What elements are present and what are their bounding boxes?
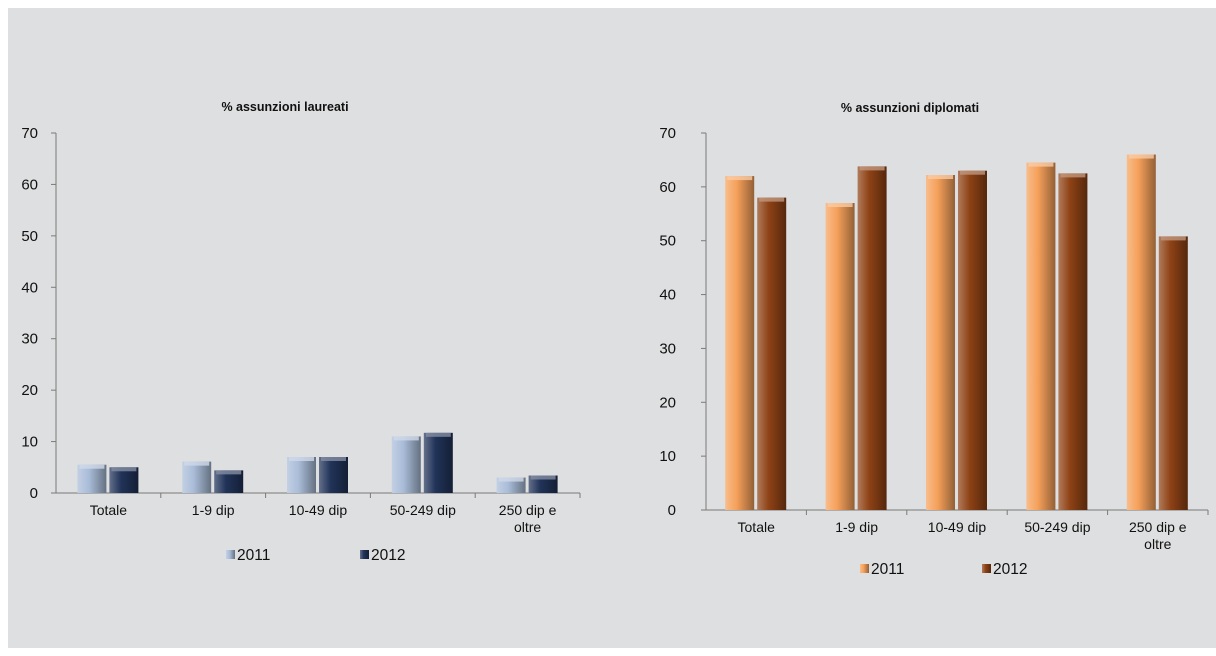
legend-swatch [982,564,991,573]
bar-2011 [1126,154,1156,511]
bar-2012 [214,470,244,493]
chart-diplomati: % assunzioni diplomati 0 10 20 30 40 50 60 70 To… [659,101,1209,578]
x-tick-label: 50-249 dip [390,502,456,518]
bar-2011 [825,203,855,510]
bar-top-bevel [759,197,785,202]
bar-top-bevel [960,170,985,175]
chart-laureati: % assunzioni laureati 0 10 20 30 40 50 60 70 Tot… [21,100,581,564]
y-tick-label: 20 [659,394,676,411]
legend-label: 2012 [371,547,405,564]
bar-top-bevel [393,436,419,441]
bar-2011 [725,176,755,511]
bar-2011 [391,436,421,493]
y-tick-label: 50 [659,233,676,250]
bar-top-bevel [1160,236,1186,241]
bar-2012 [319,457,348,493]
y-tick-label: 70 [21,125,38,142]
y-tick-label: 70 [659,125,676,142]
bar-2012 [109,467,139,493]
legend-swatch [226,550,235,559]
y-tick-label: 20 [21,382,38,399]
bar-2012 [958,170,987,510]
bar-top-bevel [425,432,451,437]
bar-top-bevel [859,166,885,171]
bar-2012 [857,166,887,511]
bar-top-bevel [79,464,105,469]
y-tick-label: 60 [21,176,38,193]
legend-swatch [860,564,869,573]
y-tick-label: 10 [21,434,38,451]
y-tick-label: 30 [659,340,676,357]
y-tick-label: 40 [659,287,676,304]
legend-swatch [360,550,369,559]
y-tick-label: 10 [659,448,676,465]
y-tick-label: 0 [668,502,676,519]
x-tick-label: oltre [514,519,541,535]
x-tick-label: 1-9 dip [835,519,878,535]
bar-top-bevel [1028,162,1054,167]
bar-2012 [1058,173,1088,510]
legend-label: 2011 [871,561,904,578]
bar-2011 [287,457,316,493]
y-tick-label: 0 [30,485,38,502]
bar-2012 [423,432,453,493]
bar-2011 [1026,162,1056,510]
bar-top-bevel [1060,173,1086,178]
bar-top-bevel [184,461,210,466]
legend-label: 2011 [237,547,270,564]
bar-top-bevel [216,470,242,475]
plot-area: 0 10 20 30 40 50 60 70 Totale 1-9 dip 10-49 dip 50-… [21,125,581,564]
x-tick-label: oltre [1144,536,1171,552]
bar-2012 [1158,236,1188,511]
bar-top-bevel [498,477,524,482]
x-tick-label: 1-9 dip [192,502,235,518]
bar-2011 [926,175,955,510]
x-tick-label: 250 dip e [499,502,557,518]
x-tick-label: 10-49 dip [928,519,987,535]
bar-2011 [182,461,212,493]
y-tick-label: 50 [21,228,38,245]
bar-top-bevel [727,176,753,181]
bar-top-bevel [530,475,556,480]
chart-title: % assunzioni diplomati [841,101,979,115]
bar-top-bevel [928,175,953,180]
y-tick-label: 40 [21,279,38,296]
bar-top-bevel [321,457,346,461]
charts-canvas: % assunzioni laureati 0 10 20 30 40 50 60 70 Tot… [21,100,1209,578]
bar-2012 [528,475,558,493]
y-tick-label: 60 [659,179,676,196]
bar-2011 [77,464,107,493]
bar-top-bevel [111,467,137,472]
x-tick-label: 50-249 dip [1024,519,1090,535]
plot-area: 0 10 20 30 40 50 60 70 Totale 1-9 dip 10-49 dip 50-… [659,125,1209,578]
chart-title: % assunzioni laureati [221,100,348,114]
x-tick-label: Totale [738,519,776,535]
chart-panel: % assunzioni laureati 0 10 20 30 40 50 60 70 Tot… [8,8,1216,648]
x-tick-label: 10-49 dip [289,502,348,518]
bar-2012 [757,197,787,510]
y-tick-label: 30 [21,331,38,348]
legend-label: 2012 [993,561,1027,578]
bar-top-bevel [1128,154,1154,159]
bar-top-bevel [289,457,314,461]
bar-top-bevel [827,203,853,208]
x-tick-label: 250 dip e [1129,519,1187,535]
x-tick-label: Totale [90,502,128,518]
